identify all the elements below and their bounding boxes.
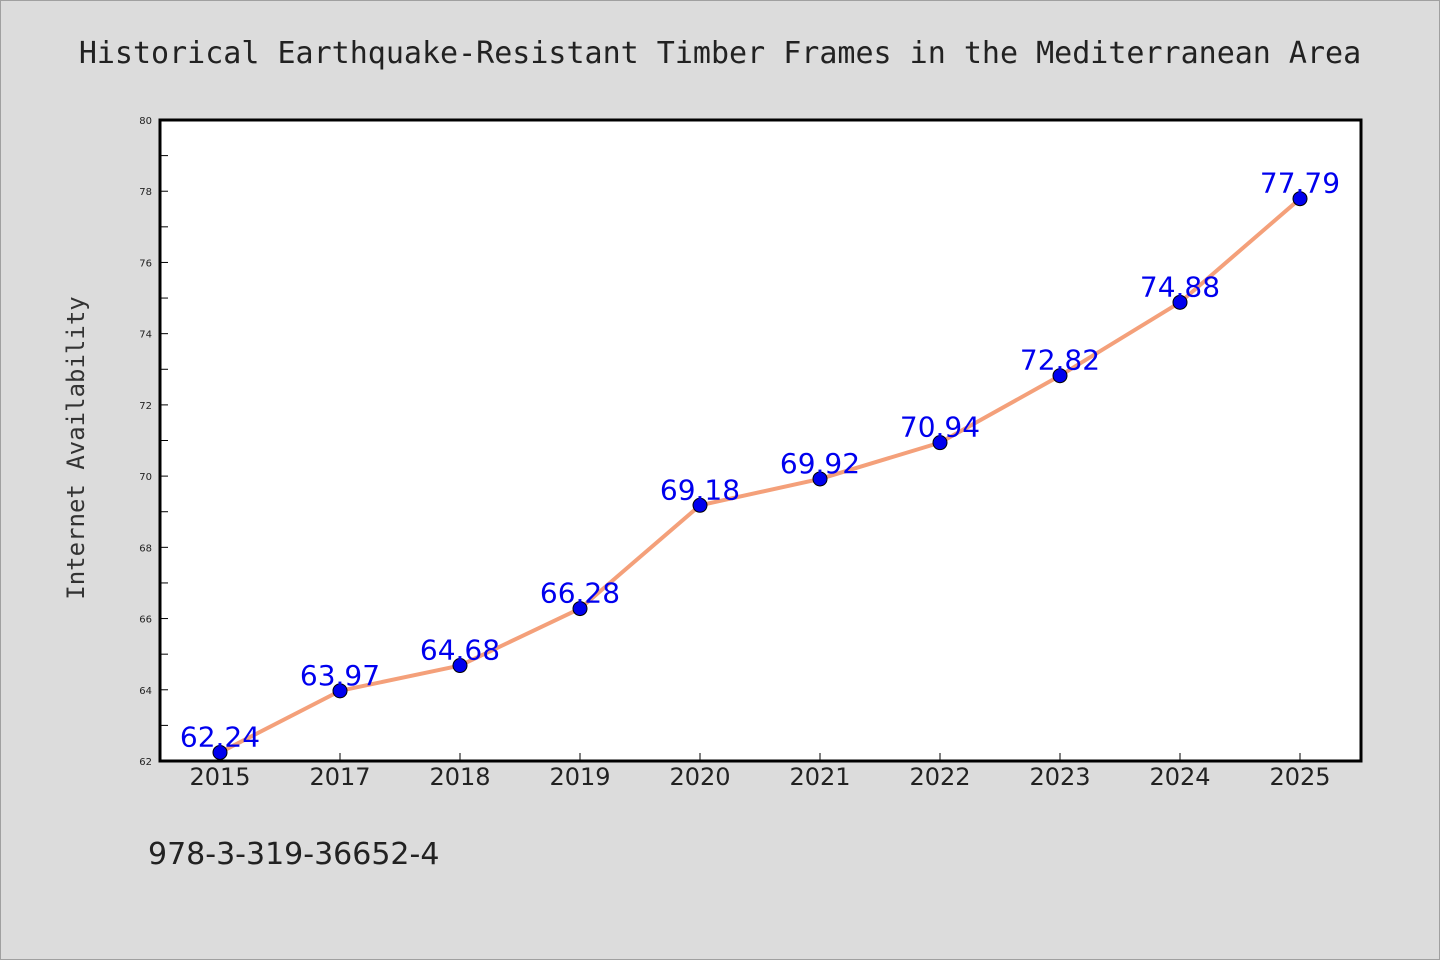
- data-label: 63.97: [300, 659, 380, 692]
- data-point: [332, 683, 348, 699]
- y-tick-label: 72: [139, 401, 152, 412]
- x-tick-label: 2024: [1149, 763, 1210, 791]
- data-point: [572, 601, 588, 617]
- y-tick-label: 78: [139, 187, 152, 198]
- data-point: [1292, 191, 1308, 207]
- y-tick-label: 74: [139, 330, 152, 341]
- data-label: 74.88: [1140, 270, 1220, 303]
- data-point: [812, 471, 828, 487]
- y-tick-label: 66: [139, 615, 152, 626]
- axis-ticks: 62 64 66 68 70 72 74 76 78 80 2015 2017 2018 2019 2020…: [139, 116, 1330, 791]
- data-labels: 62.24 63.97 64.68 66.28 69.18 69.92 70.94 72.82…: [180, 167, 1340, 754]
- y-tick-label: 68: [139, 543, 152, 554]
- x-tick-label: 2017: [309, 763, 370, 791]
- data-point: [212, 744, 228, 760]
- data-label: 62.24: [180, 720, 260, 753]
- x-tick-label: 2022: [909, 763, 970, 791]
- data-label: 72.82: [1020, 344, 1100, 377]
- chart-title: Historical Earthquake-Resistant Timber F…: [79, 36, 1361, 71]
- y-axis-label: Internet Availability: [62, 296, 90, 599]
- data-point: [692, 497, 708, 513]
- y-tick-label: 64: [139, 686, 152, 697]
- series-line: [218, 196, 1302, 755]
- y-tick-label: 62: [139, 757, 152, 768]
- x-tick-label: 2019: [549, 763, 610, 791]
- y-tick-label: 70: [139, 472, 152, 483]
- data-label: 64.68: [420, 634, 500, 667]
- y-tick-label: 76: [139, 258, 152, 269]
- footer-isbn: 978-3-319-36652-4: [148, 837, 439, 872]
- x-tick-label: 2021: [789, 763, 850, 791]
- data-label: 77.79: [1260, 167, 1340, 200]
- x-tick-label: 2020: [669, 763, 730, 791]
- x-tick-label: 2025: [1269, 763, 1330, 791]
- data-point: [1172, 294, 1188, 310]
- y-tick-label: 80: [139, 116, 152, 127]
- x-tick-label: 2015: [189, 763, 250, 791]
- data-label: 69.18: [660, 473, 740, 506]
- x-tick-label: 2018: [429, 763, 490, 791]
- data-series: [212, 191, 1308, 760]
- data-label: 66.28: [540, 577, 620, 610]
- data-point: [1052, 368, 1068, 384]
- plot-area: [158, 118, 1363, 763]
- data-point: [932, 435, 948, 451]
- data-point: [452, 658, 468, 674]
- x-tick-label: 2023: [1029, 763, 1090, 791]
- data-label: 69.92: [780, 447, 860, 480]
- data-label: 70.94: [900, 411, 980, 444]
